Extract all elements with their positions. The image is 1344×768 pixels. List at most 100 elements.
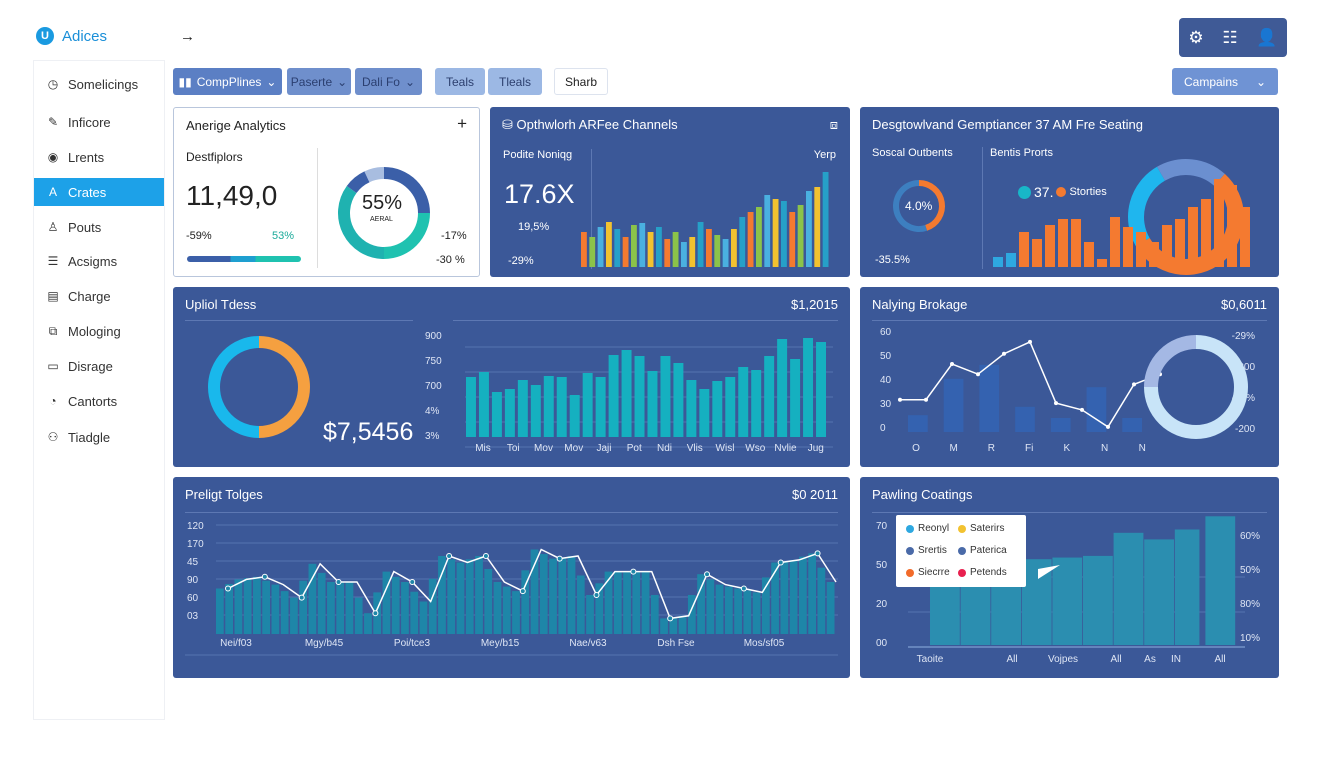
bar xyxy=(743,590,752,634)
sidebar-item-inficore[interactable]: ✎ Inficore xyxy=(34,108,164,136)
x-tick-label: Mey/b15 xyxy=(481,638,520,649)
preligt-line-chart: 120 170 45 90 60 03 Nei/f03 Mgy/b45 Poi/tce3 Mey/… xyxy=(185,521,838,656)
campaigns-dropdown[interactable]: Campains ⌄ xyxy=(1172,68,1278,95)
sidebar-item-tiadgle[interactable]: ⚇ Tiadgle xyxy=(34,423,164,451)
bar xyxy=(382,571,391,634)
bar xyxy=(979,364,1000,432)
bar xyxy=(1214,179,1224,267)
companies-dropdown[interactable]: ▮▮ CompPlines ⌄ xyxy=(173,68,282,95)
sidebar-item-label: Mologing xyxy=(68,323,121,339)
sidebar-item-cantorts[interactable]: ◔ Cantorts xyxy=(34,387,164,415)
user-icon[interactable]: 👤 xyxy=(1256,27,1278,47)
y-tick-label-right: -29% xyxy=(1232,331,1255,342)
bar xyxy=(798,556,807,634)
stat: 19,5% xyxy=(518,221,550,233)
bar xyxy=(1162,225,1172,267)
x-tick-label: O xyxy=(912,443,920,454)
nav-arrow-icon[interactable]: → xyxy=(180,28,195,45)
bar xyxy=(391,576,400,634)
sidebar-item-somelicings[interactable]: ◷ Somelicings xyxy=(34,70,164,98)
orange-dot-icon xyxy=(1056,187,1067,197)
bar xyxy=(1123,227,1133,267)
bar xyxy=(539,554,548,634)
bar xyxy=(803,338,814,437)
sidebar-item-lrents[interactable]: ◉ Lrents xyxy=(34,143,164,171)
donut-slice xyxy=(364,167,385,183)
sidebar-item-pouts[interactable]: ♙ Pouts xyxy=(34,213,164,241)
bar xyxy=(1083,555,1113,645)
bar xyxy=(761,577,770,634)
bar xyxy=(772,199,779,267)
bar-chart-icon: ▮▮ xyxy=(178,74,192,89)
x-tick-label: Mov xyxy=(564,443,583,454)
card-icon: ▤ xyxy=(47,289,59,303)
gear-icon[interactable]: ⚙ xyxy=(1188,27,1204,47)
y-tick-label: 900 xyxy=(425,331,442,342)
bar xyxy=(475,556,483,634)
sidebar-item-acsigms[interactable]: ☰ Acsigms xyxy=(34,247,164,275)
bar xyxy=(595,377,606,437)
badge-icon: ◉ xyxy=(47,150,59,164)
bar xyxy=(484,569,493,634)
y-tick-label-right: 10% xyxy=(1240,633,1260,644)
logo-icon: U xyxy=(36,27,54,45)
legend-item: Srertis xyxy=(906,545,947,556)
donut-slice xyxy=(1144,335,1197,388)
bar xyxy=(664,239,671,267)
bar xyxy=(826,582,835,634)
bar xyxy=(647,371,658,437)
bar xyxy=(681,242,687,267)
donut-slice xyxy=(383,167,430,214)
sidebar-item-mologing[interactable]: ⧉ Mologing xyxy=(34,317,164,345)
bar xyxy=(478,372,489,437)
bar xyxy=(752,592,761,634)
y-tick-label-right: -300 xyxy=(1235,362,1255,373)
bar xyxy=(1122,418,1142,432)
bar xyxy=(438,556,446,634)
tleals-button[interactable]: Tleals xyxy=(488,68,542,95)
bar xyxy=(706,579,715,634)
expand-icon[interactable]: ⧈ xyxy=(829,117,838,132)
bar xyxy=(597,227,604,267)
paserte-dropdown[interactable]: Paserte ⌄ xyxy=(287,68,351,95)
bar xyxy=(673,363,684,437)
card-subtitle: Destfiplors xyxy=(186,150,243,164)
right-label: Yerp xyxy=(813,149,836,161)
teals-button[interactable]: Teals xyxy=(435,68,485,95)
bar xyxy=(806,191,812,267)
data-point xyxy=(777,559,784,566)
divider xyxy=(591,149,592,269)
x-tick-label: Mis xyxy=(475,443,491,454)
data-point xyxy=(446,553,453,559)
x-tick-label: Dsh Fse xyxy=(657,638,695,649)
add-icon[interactable]: + xyxy=(457,114,467,133)
bar xyxy=(606,222,612,267)
sidebar-item-charge[interactable]: ▤ Charge xyxy=(34,282,164,310)
legend-item: Paterica xyxy=(958,545,1007,556)
bar xyxy=(722,239,729,267)
card-value: $1,2015 xyxy=(791,297,838,312)
filter-icon[interactable]: ☷ xyxy=(1222,27,1238,47)
bar xyxy=(225,583,234,634)
pos-percent: 53% xyxy=(272,230,295,242)
bar xyxy=(447,559,456,634)
x-tick-label: N xyxy=(1101,443,1108,454)
divider xyxy=(872,320,1267,321)
bar xyxy=(623,571,631,634)
dali-dropdown[interactable]: Dali Fo ⌄ xyxy=(355,68,422,95)
y-tick-label: 3% xyxy=(425,431,440,442)
bar xyxy=(1058,219,1068,267)
bar xyxy=(706,229,712,267)
app-logo[interactable]: U Adices xyxy=(36,27,107,45)
bar xyxy=(789,559,798,634)
data-point xyxy=(556,555,563,562)
sidebar-item-crates[interactable]: A Crates xyxy=(34,178,164,206)
bar xyxy=(1084,242,1094,267)
sidebar-item-disrage[interactable]: ▭ Disrage xyxy=(34,352,164,380)
y-tick-label: 40 xyxy=(880,375,892,386)
bar xyxy=(1136,232,1146,267)
share-button[interactable]: Sharb xyxy=(554,68,608,95)
bar xyxy=(1188,207,1198,267)
bar xyxy=(751,370,762,437)
